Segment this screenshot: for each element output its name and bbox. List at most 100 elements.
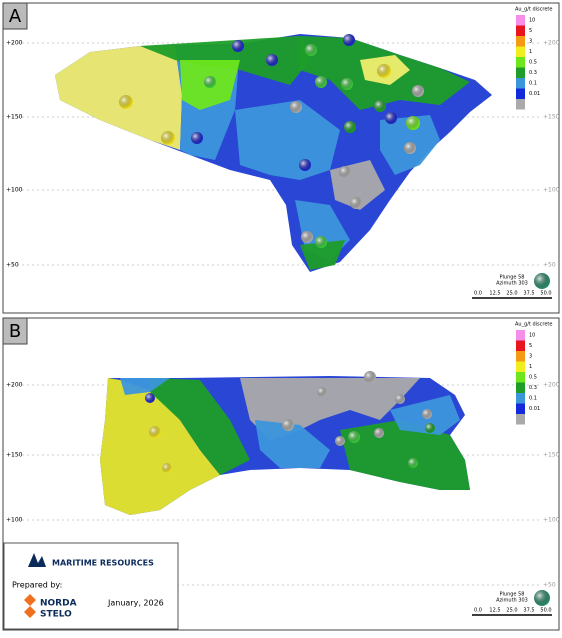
sphere-shade [422,409,432,419]
logo-box: MARITIME RESOURCES Prepared by: NORDASTELO… [3,542,179,630]
legend-label: 5 [529,343,532,349]
legend-swatch [516,25,525,36]
azimuth: Azimuth 303 [496,281,528,287]
legend-label: 3 [529,354,532,360]
maritime-icon [28,553,46,567]
grid-label: +50 [6,262,19,269]
panel-label: B [9,321,21,342]
sphere-shade [406,116,420,130]
grade-zone [300,240,345,270]
grid-label: +200 [6,382,23,389]
legend-label: 10 [529,333,535,339]
legend-swatch [516,361,525,372]
sphere-shade [162,463,172,473]
sphere-shade [145,393,155,403]
legend-swatch [516,414,525,425]
grade-zone [235,100,340,180]
sphere-shade [315,76,327,88]
sphere-shade [290,101,302,113]
legend-title: Au_g/t discrete [515,322,552,328]
sphere-shade [348,431,360,443]
sphere-shade [299,159,311,171]
panel-label-box [2,2,28,30]
scale-label: 37.5 [523,608,534,614]
legend-swatch [516,330,525,341]
sphere-shade [404,142,416,154]
sphere-shade [364,371,376,383]
sphere-shade [191,132,203,144]
panel-label-box [2,317,28,345]
panel-label: A [9,6,22,27]
grid-label: +50 [543,582,556,589]
scale-label: 50.0 [540,608,551,614]
grid-label: +150 [6,452,23,459]
grid-label: +50 [543,262,556,269]
sphere-shade [149,426,161,438]
grade-zone [150,378,250,475]
sphere-shade [161,131,175,145]
plunge: Plunge 58 [500,592,525,598]
prepared-by: Prepared by: [12,581,62,590]
grade-zone [255,420,330,468]
legend-label: 0.5 [529,375,537,381]
sphere-shade [315,236,327,248]
sphere-shade [305,44,317,56]
sphere-shade [232,40,244,52]
grid-label: +200 [543,382,560,389]
sphere-shade [408,458,418,468]
legend-swatch [516,351,525,362]
scale-label: 12.5 [489,291,500,297]
sphere-shade [343,34,355,46]
legend-swatch [516,99,525,110]
legend-label: 0.5 [529,60,537,66]
grid-label: +100 [543,187,560,194]
azimuth: Azimuth 303 [496,598,528,604]
legend-label: 1 [529,49,532,55]
firm-bottom: STELO [40,610,72,620]
scale-label: 25.0 [506,291,517,297]
legend-label: 0.3 [529,385,537,391]
scale-label: 25.0 [506,608,517,614]
grid-label: +150 [6,114,23,121]
legend-swatch [516,36,525,47]
grade-zone [120,378,170,395]
grid-label: +100 [6,517,23,524]
grid-label: +150 [543,452,560,459]
legend-label: 1 [529,364,532,370]
legend-swatch [516,15,525,26]
sphere-shade [377,64,391,78]
grade-zone [100,378,220,515]
company-name: MARITIME RESOURCES [52,559,154,568]
legend-swatch [516,403,525,414]
sphere-shade [425,423,435,433]
grade-zone [340,420,470,490]
sphere-shade [350,197,362,209]
globe-shade [534,273,550,289]
sphere-shade [385,112,397,124]
legend-swatch [516,67,525,78]
scale-label: 12.5 [489,608,500,614]
firm-top: NORDA [40,599,77,609]
panel: A +200 +200 +150 +150 +100 +100 +50 +50 Au_g/t di… [2,2,560,314]
report-date: January, 2026 [107,599,164,608]
legend-label: 0.1 [529,396,537,402]
norda-icon [24,594,36,618]
legend-label: 3 [529,39,532,45]
legend-swatch [516,78,525,89]
grade-zone [55,46,182,150]
sphere-shade [266,54,278,66]
scale-label: 37.5 [523,291,534,297]
legend-swatch [516,393,525,404]
legend-swatch [516,382,525,393]
globe-shade [534,590,550,606]
sphere-shade [341,78,353,90]
sphere-shade [412,85,424,97]
legend-label: 0.1 [529,81,537,87]
sphere-shade [301,231,313,243]
scale-label: 50.0 [540,291,551,297]
sphere-shade [344,121,356,133]
legend-label: 10 [529,18,535,24]
legend-label: 5 [529,28,532,34]
sphere-shade [335,436,345,446]
